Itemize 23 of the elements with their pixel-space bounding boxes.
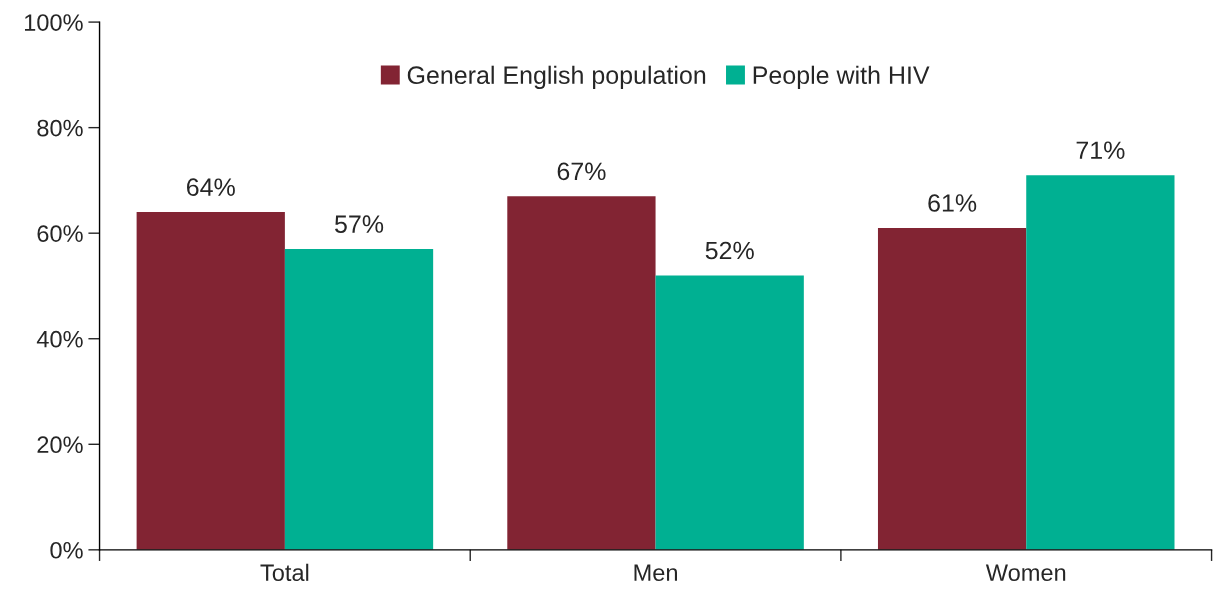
data-label: 64% xyxy=(187,178,235,197)
x-tick-label: Men xyxy=(634,564,677,582)
y-tick-label: 80% xyxy=(37,119,83,137)
y-tick-label: 20% xyxy=(37,436,83,454)
y-tick-label: 100% xyxy=(24,14,83,31)
bar xyxy=(507,196,656,550)
data-label: 57% xyxy=(335,215,384,233)
legend-label: General English population xyxy=(407,65,706,89)
bar xyxy=(136,212,285,550)
data-label: 67% xyxy=(557,162,606,181)
y-tick-label: 60% xyxy=(37,225,83,242)
bar xyxy=(284,249,434,550)
bar xyxy=(877,227,1027,550)
data-label: 61% xyxy=(928,194,977,212)
x-tick-label: Women xyxy=(985,564,1066,582)
data-label: 52% xyxy=(705,241,754,260)
y-tick-label: 40% xyxy=(36,330,83,348)
legend-label: People with HIV xyxy=(753,65,930,89)
x-tick-label: Total xyxy=(260,563,309,582)
bar xyxy=(1026,175,1175,550)
data-label: 71% xyxy=(1076,141,1125,159)
y-tick-label: 0% xyxy=(50,541,83,559)
bar xyxy=(655,275,804,550)
